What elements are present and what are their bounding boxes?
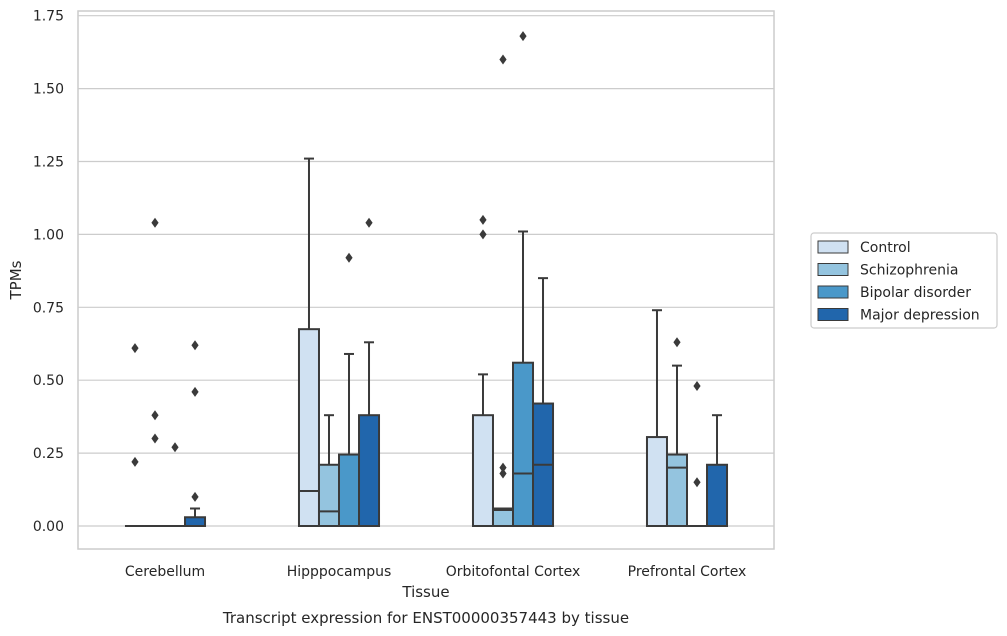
- legend-swatch: [817, 308, 849, 321]
- outlier-point: [365, 217, 373, 228]
- box-group: [512, 31, 535, 528]
- box-group: [317, 414, 340, 528]
- legend-frame: [810, 232, 998, 329]
- box: [338, 453, 361, 528]
- outlier-point: [191, 386, 199, 397]
- box: [491, 507, 514, 527]
- x-axis: Cerebellum Hipppocampus Orbitofontal Corte…: [125, 564, 746, 580]
- outlier-point: [345, 252, 353, 263]
- box: [297, 328, 320, 528]
- box-group: [645, 309, 668, 528]
- grid-lines: [78, 15, 774, 527]
- outlier-point: [131, 343, 139, 354]
- box-group: [165, 442, 186, 527]
- outlier-point: [131, 456, 139, 467]
- box-group: [665, 337, 688, 528]
- legend-label: Bipolar disorder: [860, 285, 971, 301]
- box-group: [471, 214, 494, 527]
- box-group: [184, 340, 207, 528]
- outlier-point: [499, 468, 507, 479]
- x-tick-label: Hipppocampus: [287, 564, 392, 580]
- outlier-point: [191, 491, 199, 502]
- y-axis-label: TPMs: [7, 260, 25, 300]
- box: [317, 463, 340, 528]
- outlier-point: [499, 54, 507, 65]
- outlier-point: [151, 433, 159, 444]
- box-group: [358, 217, 381, 527]
- outlier-point: [479, 229, 487, 240]
- y-tick-label: 0.25: [33, 446, 64, 462]
- box-group: [124, 343, 145, 527]
- y-tick-label: 0.00: [33, 519, 64, 535]
- box: [184, 516, 207, 528]
- box: [706, 463, 729, 528]
- x-axis-label: Tissue: [401, 583, 449, 601]
- box: [665, 453, 688, 528]
- x-tick-label: Prefrontal Cortex: [628, 564, 747, 580]
- box-group: [532, 277, 555, 528]
- x-tick-label: Cerebellum: [125, 564, 205, 580]
- y-tick-label: 0.50: [33, 373, 64, 389]
- outlier-point: [171, 442, 179, 453]
- y-tick-label: 1.00: [33, 227, 64, 243]
- box-group: [687, 381, 708, 527]
- y-tick-label: 1.75: [33, 9, 64, 25]
- outlier-point: [693, 381, 701, 392]
- y-tick-label: 1.25: [33, 155, 64, 171]
- outlier-point: [693, 477, 701, 488]
- box: [471, 414, 494, 527]
- legend-label: Schizophrenia: [860, 263, 958, 279]
- box-group: [297, 157, 320, 528]
- legend: Control Schizophrenia Bipolar disorder Majo…: [810, 232, 998, 329]
- outlier-point: [191, 340, 199, 351]
- outlier-point: [151, 217, 159, 228]
- box: [512, 361, 535, 528]
- chart-caption: Transcript expression for ENST0000035744…: [222, 609, 629, 627]
- legend-label: Control: [860, 240, 911, 256]
- x-tick-label: Orbitofontal Cortex: [446, 564, 581, 580]
- legend-swatch: [817, 240, 849, 254]
- legend-swatch: [817, 285, 849, 299]
- y-tick-label: 1.50: [33, 82, 64, 98]
- outlier-point: [479, 214, 487, 225]
- box: [645, 436, 668, 528]
- outlier-point: [673, 337, 681, 348]
- box-group: [144, 217, 165, 527]
- legend-swatch: [817, 263, 849, 276]
- y-tick-label: 0.75: [33, 300, 64, 316]
- box-group: [338, 252, 361, 528]
- outlier-point: [151, 410, 159, 421]
- outlier-point: [519, 31, 527, 42]
- box-group: [706, 414, 729, 528]
- box-group: [491, 54, 514, 527]
- box: [358, 414, 381, 527]
- plot-frame: [77, 10, 775, 550]
- y-axis: 0.00 0.25 0.50 0.75 1.00 1.25 1.50 1.75: [33, 9, 64, 535]
- plot-area: [124, 31, 729, 528]
- legend-label: Major depression: [860, 308, 980, 324]
- outlier-point: [499, 462, 507, 473]
